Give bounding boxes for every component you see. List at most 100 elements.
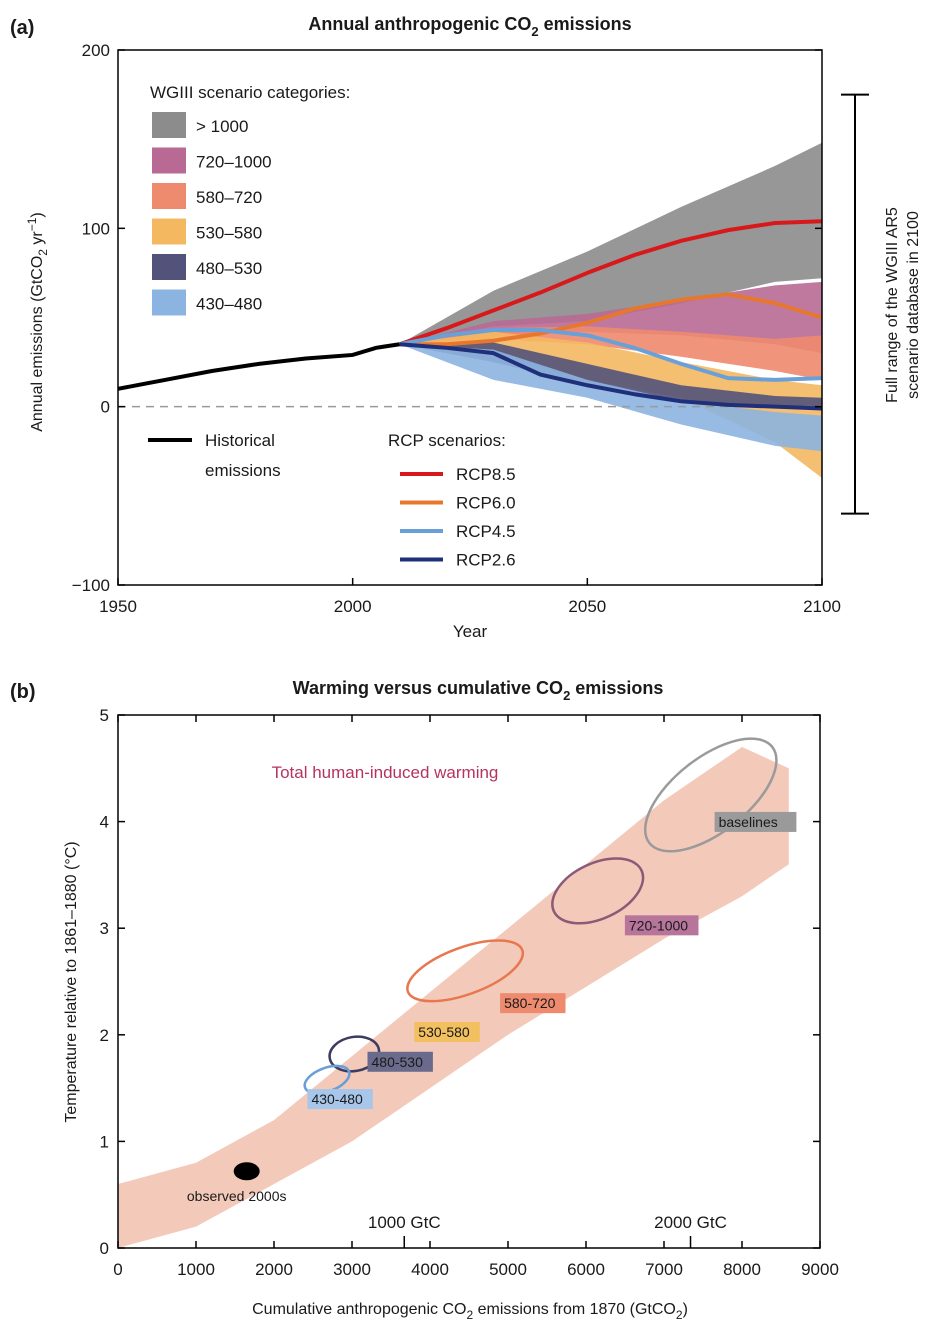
legend-swatch-band-5 xyxy=(152,289,186,316)
legend-swatch-band-3 xyxy=(152,218,186,245)
range-bar-label-2: scenario database in 2100 xyxy=(905,211,922,399)
band-5 xyxy=(399,344,822,452)
plot-frame-a xyxy=(117,49,823,586)
y-axis-label-b: Temperature relative to 1861–1880 (°C) xyxy=(63,841,80,1122)
y-tick-label-a: 100 xyxy=(82,219,110,238)
panel-a-title: Annual anthropogenic CO2 emissions xyxy=(308,14,631,39)
legend-label-band-3: 530–580 xyxy=(196,224,262,243)
legend-label-band-4: 480–530 xyxy=(196,259,262,278)
ellipse-label-bg-baselines xyxy=(714,811,797,832)
legend-label-band-2: 580–720 xyxy=(196,188,262,207)
ellipse-label-430-480: 430-480 xyxy=(311,1091,363,1107)
series-line-rcp60 xyxy=(399,292,823,347)
legend-bands-title: WGIII scenario categories: xyxy=(150,83,350,102)
ellipse-label-bg-480-530 xyxy=(367,1051,433,1072)
y-tick-label-b: 5 xyxy=(100,706,109,725)
historical-emissions-line xyxy=(117,342,400,391)
ellipse-label-480-530: 480-530 xyxy=(372,1054,424,1070)
scenario-ellipses: baselines 720-1000 580-720 530-580 480-530 43… xyxy=(303,737,797,1110)
full-range-bar: Full range of the WGIII AR5 scenario dat… xyxy=(841,93,922,515)
y-tick-label-a: 200 xyxy=(82,41,110,60)
y-axis-label-a: Annual emissions (GtCO2 yr−1) xyxy=(25,212,50,432)
ellipse-720-1000 xyxy=(551,857,645,925)
ellipse-label-bg-580-720 xyxy=(500,993,566,1014)
band-2 xyxy=(399,326,822,380)
legend-band-items: > 1000 720–1000 580–720 530–580 480–530 430–4… xyxy=(152,112,272,316)
x-axis-label-a: Year xyxy=(453,622,488,641)
panel-b-label: (b) xyxy=(10,681,36,703)
observed-2000s-label: observed 2000s xyxy=(187,1188,287,1204)
legend-historical-label-1: Historical xyxy=(205,431,275,450)
y-tick-label-a: 0 xyxy=(101,398,110,417)
y-tick-label-b: 1 xyxy=(100,1132,109,1151)
legend-label-rcp60: RCP6.0 xyxy=(456,494,516,513)
series-line-rcp45 xyxy=(399,327,823,382)
x-tick-label-a: 1950 xyxy=(99,597,137,616)
y-tick-label-b: 2 xyxy=(100,1026,109,1045)
secondary-gtc-axis: 1000 GtC 2000 GtC xyxy=(368,1213,727,1248)
y-axis-b: 0 1 2 3 4 5 xyxy=(100,706,820,1258)
series-line-rcp85 xyxy=(398,219,823,347)
ellipse-label-530-580: 530-580 xyxy=(418,1024,470,1040)
plot-frame-b xyxy=(117,714,821,1249)
y-tick-label-b: 4 xyxy=(100,813,109,832)
x-tick-label-b: 8000 xyxy=(723,1260,761,1279)
panel-a-label: (a) xyxy=(10,17,34,39)
legend-scenario-categories: WGIII scenario categories: > 1000 720–100… xyxy=(150,83,350,316)
y-tick-label-a: −100 xyxy=(72,576,110,595)
warming-band-label: Total human-induced warming xyxy=(272,763,499,782)
x-axis-a: 1950 2000 2050 2100 xyxy=(99,578,841,616)
legend-label-band-5: 430–480 xyxy=(196,295,262,314)
panel-b: (b) Warming versus cumulative CO2 emissi… xyxy=(10,678,839,1321)
x-tick-label-a: 2100 xyxy=(803,597,841,616)
legend-historical-label-2: emissions xyxy=(205,461,281,480)
ellipse-label-bg-430-480 xyxy=(307,1089,373,1110)
legend-swatch-band-0 xyxy=(152,112,186,138)
x-tick-label-b: 9000 xyxy=(801,1260,839,1279)
x-tick-label-b: 6000 xyxy=(567,1260,605,1279)
legend-rcp-title: RCP scenarios: xyxy=(388,431,506,450)
ellipse-label-580-720: 580-720 xyxy=(504,995,556,1011)
x-tick-label-b: 0 xyxy=(113,1260,122,1279)
ellipse-label-bg-720-1000 xyxy=(624,915,699,936)
range-bar-label-1: Full range of the WGIII AR5 xyxy=(884,207,901,403)
legend-label-band-1: 720–1000 xyxy=(196,153,272,172)
x-tick-label-b: 5000 xyxy=(489,1260,527,1279)
ellipse-480-530 xyxy=(328,1035,381,1073)
ellipse-580-720 xyxy=(406,939,525,1003)
legend-rcp: RCP scenarios: RCP8.5 RCP6.0 RCP4.5 RCP2.6 xyxy=(388,431,516,570)
x-axis-b: 0 1000 2000 3000 4000 5000 6000 7000 8000 9000 xyxy=(113,715,839,1279)
legend-swatch-band-1 xyxy=(152,147,186,174)
y-tick-label-b: 0 xyxy=(100,1239,109,1258)
y-axis-a: 200 100 0 −100 xyxy=(72,41,822,595)
ellipse-label-720-1000: 720-1000 xyxy=(629,917,688,933)
secondary-tick-label: 2000 GtC xyxy=(654,1213,727,1232)
legend-label-rcp85: RCP8.5 xyxy=(456,465,516,484)
legend-swatch-band-2 xyxy=(152,183,186,209)
y-tick-label-b: 3 xyxy=(100,919,109,938)
x-tick-label-b: 1000 xyxy=(177,1260,215,1279)
x-tick-label-a: 2000 xyxy=(334,597,372,616)
legend-label-band-0: > 1000 xyxy=(196,117,248,136)
x-tick-label-a: 2050 xyxy=(568,597,606,616)
panel-b-title: Warming versus cumulative CO2 emissions xyxy=(293,678,664,703)
legend-swatch-band-4 xyxy=(152,254,186,280)
x-axis-label-b: Cumulative anthropogenic CO2 emissions f… xyxy=(252,1301,688,1321)
panel-a: (a) Annual anthropogenic CO2 emissions 2… xyxy=(10,14,922,641)
x-tick-label-b: 4000 xyxy=(411,1260,449,1279)
legend-rcp-items: RCP8.5 RCP6.0 RCP4.5 RCP2.6 xyxy=(400,465,516,570)
series-line-rcp26 xyxy=(399,342,823,411)
legend-label-rcp45: RCP4.5 xyxy=(456,522,516,541)
ellipse-label-bg-530-580 xyxy=(414,1021,480,1042)
ellipse-label-baselines: baselines xyxy=(719,814,778,830)
x-tick-label-b: 2000 xyxy=(255,1260,293,1279)
legend-label-rcp26: RCP2.6 xyxy=(456,551,516,570)
observed-2000s-marker xyxy=(233,1162,260,1181)
x-tick-label-b: 7000 xyxy=(645,1260,683,1279)
secondary-tick-label: 1000 GtC xyxy=(368,1213,441,1232)
x-tick-label-b: 3000 xyxy=(333,1260,371,1279)
scenario-bands xyxy=(399,142,822,478)
legend-historical: Historical emissions xyxy=(148,431,281,480)
rcp-series xyxy=(398,219,823,411)
